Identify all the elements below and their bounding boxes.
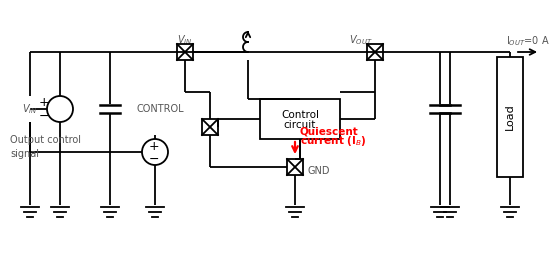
Text: −: − (149, 152, 159, 166)
Text: −: − (39, 109, 49, 123)
Bar (497, 57, 523, 177)
Bar (287, 159, 303, 175)
Bar (367, 44, 383, 60)
Bar (177, 44, 193, 60)
Text: Control: Control (281, 110, 319, 120)
Text: +: + (149, 140, 159, 152)
Text: I$_{OUT}$=0 A: I$_{OUT}$=0 A (506, 34, 550, 48)
Text: CONTROL: CONTROL (136, 104, 184, 114)
Bar (202, 119, 218, 135)
Text: signal: signal (10, 149, 39, 159)
Text: V$_{IN}$: V$_{IN}$ (177, 33, 193, 47)
Text: Output control: Output control (10, 135, 81, 145)
Text: V$_{OUT}$: V$_{OUT}$ (349, 33, 373, 47)
Text: +: + (38, 96, 50, 109)
Text: GND: GND (307, 166, 330, 176)
Text: circuit: circuit (284, 120, 316, 130)
Text: current (I$_B$): current (I$_B$) (300, 134, 367, 148)
Text: Load: Load (505, 104, 515, 130)
Bar (260, 99, 340, 139)
Text: V$_{IN}$: V$_{IN}$ (22, 102, 38, 116)
Text: Quiescent: Quiescent (300, 127, 359, 137)
